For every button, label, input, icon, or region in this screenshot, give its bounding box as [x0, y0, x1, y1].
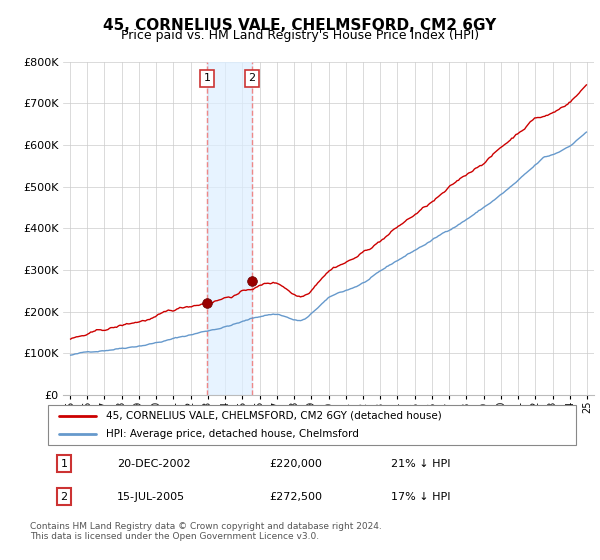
Text: 2: 2: [248, 73, 255, 83]
Text: Contains HM Land Registry data © Crown copyright and database right 2024.
This d: Contains HM Land Registry data © Crown c…: [30, 522, 382, 542]
Text: £220,000: £220,000: [270, 459, 323, 469]
Text: 45, CORNELIUS VALE, CHELMSFORD, CM2 6GY: 45, CORNELIUS VALE, CHELMSFORD, CM2 6GY: [103, 18, 497, 33]
Text: £272,500: £272,500: [270, 492, 323, 502]
Text: 2: 2: [60, 492, 67, 502]
Text: 45, CORNELIUS VALE, CHELMSFORD, CM2 6GY (detached house): 45, CORNELIUS VALE, CHELMSFORD, CM2 6GY …: [106, 411, 442, 421]
Text: 15-JUL-2005: 15-JUL-2005: [116, 492, 185, 502]
Text: HPI: Average price, detached house, Chelmsford: HPI: Average price, detached house, Chel…: [106, 430, 359, 439]
Text: 17% ↓ HPI: 17% ↓ HPI: [391, 492, 451, 502]
Text: 1: 1: [61, 459, 67, 469]
Text: 1: 1: [203, 73, 211, 83]
Text: Price paid vs. HM Land Registry's House Price Index (HPI): Price paid vs. HM Land Registry's House …: [121, 29, 479, 42]
FancyBboxPatch shape: [48, 405, 576, 445]
Bar: [207, 62, 251, 395]
Text: 21% ↓ HPI: 21% ↓ HPI: [391, 459, 451, 469]
Text: 20-DEC-2002: 20-DEC-2002: [116, 459, 190, 469]
